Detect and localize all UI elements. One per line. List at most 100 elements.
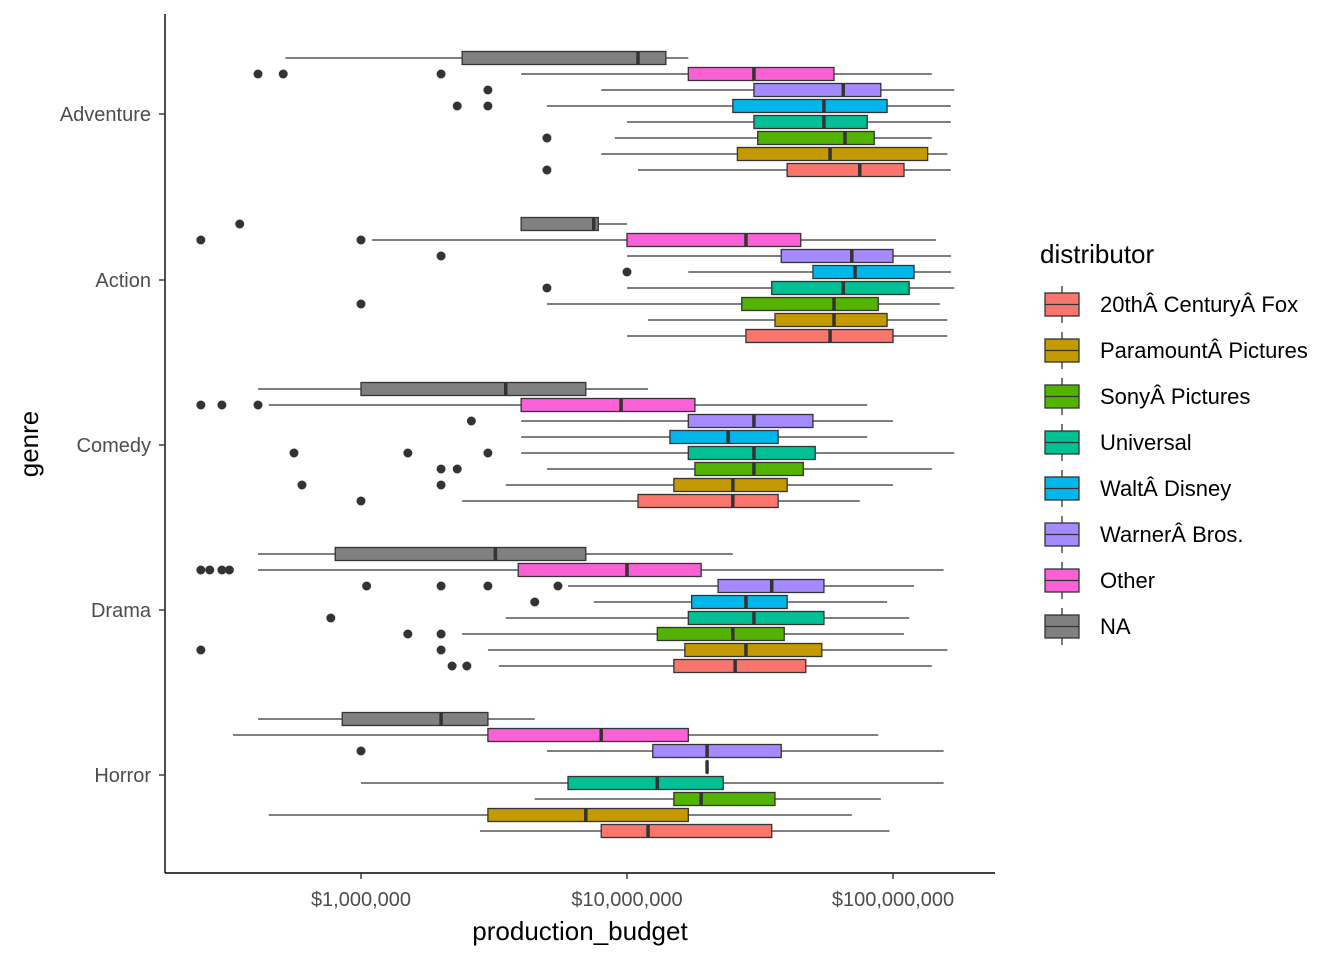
box-horror-universal — [361, 775, 944, 791]
outlier-point — [278, 69, 288, 79]
iqr-box — [487, 727, 689, 743]
box-action-paramount-pictures — [648, 312, 948, 328]
iqr-box — [757, 130, 875, 146]
outlier-point — [436, 480, 446, 490]
outlier-point — [542, 283, 552, 293]
y-tick-label-drama: Drama — [91, 600, 152, 622]
outlier-point — [436, 464, 446, 474]
legend-label: WaltÂ Disney — [1100, 476, 1231, 501]
iqr-box — [520, 397, 696, 413]
outlier-point — [483, 581, 493, 591]
legend-label: NA — [1100, 614, 1131, 639]
outlier-point — [196, 400, 206, 410]
box-adventure-na — [285, 50, 689, 66]
iqr-box — [736, 146, 929, 162]
y-tick-label-horror: Horror — [94, 765, 151, 787]
outlier-point — [356, 299, 366, 309]
outlier-point — [462, 661, 472, 671]
box-adventure-other — [253, 66, 932, 82]
outlier-point — [356, 235, 366, 245]
iqr-box — [334, 546, 587, 562]
iqr-box — [637, 493, 779, 509]
x-tick-label: $100,000,000 — [832, 889, 954, 911]
outlier-point — [253, 400, 263, 410]
outlier-point — [452, 464, 462, 474]
legend-item-paramount-pictures: ParamountÂ Pictures — [1044, 332, 1308, 369]
iqr-box — [652, 743, 782, 759]
iqr-box — [753, 114, 868, 130]
outlier-point — [403, 629, 413, 639]
iqr-box — [487, 807, 689, 823]
outlier-point — [326, 613, 336, 623]
outlier-point — [542, 165, 552, 175]
plot-area — [196, 50, 955, 839]
outlier-point — [530, 597, 540, 607]
box-adventure-sony-pictures — [542, 130, 932, 146]
box-drama-universal — [326, 610, 910, 626]
box-horror-warner-bros — [356, 743, 944, 759]
iqr-box — [360, 381, 587, 397]
legend-label: Universal — [1100, 430, 1192, 455]
box-horror-na — [258, 711, 535, 727]
legend-item-other: Other — [1044, 562, 1155, 599]
y-axis-title: genre — [14, 411, 44, 478]
box-adventure-20th-century-fox — [542, 162, 951, 178]
y-tick-label-adventure: Adventure — [60, 104, 151, 126]
legend-label: 20thÂ CenturyÂ Fox — [1100, 292, 1298, 317]
box-drama-walt-disney — [530, 594, 888, 610]
outlier-point — [447, 661, 457, 671]
legend-item-walt-disney: WaltÂ Disney — [1044, 470, 1231, 507]
outlier-point — [436, 645, 446, 655]
box-comedy-universal — [289, 445, 955, 461]
outlier-point — [297, 480, 307, 490]
iqr-box — [341, 711, 489, 727]
iqr-box — [687, 445, 816, 461]
outlier-point — [466, 416, 476, 426]
box-action-20th-century-fox — [627, 328, 948, 344]
iqr-box — [626, 232, 802, 248]
box-comedy-paramount-pictures — [297, 477, 893, 493]
iqr-box — [673, 791, 776, 807]
iqr-box — [694, 461, 804, 477]
iqr-box — [741, 296, 879, 312]
box-horror-sony-pictures — [534, 791, 881, 807]
outlier-point — [436, 69, 446, 79]
box-action-other — [196, 232, 936, 248]
outlier-point — [217, 400, 227, 410]
iqr-box — [690, 594, 788, 610]
box-action-walt-disney — [622, 264, 951, 280]
outlier-point — [205, 565, 215, 575]
iqr-box — [520, 216, 599, 232]
box-horror-20th-century-fox — [479, 823, 890, 839]
iqr-box — [673, 477, 788, 493]
iqr-box — [673, 658, 807, 674]
iqr-box — [745, 328, 894, 344]
x-axis-ticks: $1,000,000 $10,000,000 $100,000,000 — [311, 873, 954, 911]
box-adventure-paramount-pictures — [601, 146, 948, 162]
outlier-point — [235, 219, 245, 229]
iqr-box — [687, 413, 814, 429]
legend-item-20th-century-fox: 20thÂ CenturyÂ Fox — [1044, 286, 1298, 323]
outlier-point — [542, 133, 552, 143]
outlier-point — [356, 496, 366, 506]
x-tick-label: $10,000,000 — [571, 889, 682, 911]
box-drama-other — [196, 562, 944, 578]
iqr-box — [812, 264, 915, 280]
y-tick-label-comedy: Comedy — [77, 435, 151, 457]
box-horror-other — [232, 727, 879, 743]
box-horror-paramount-pictures — [268, 807, 852, 823]
iqr-box — [786, 162, 905, 178]
outlier-point — [483, 101, 493, 111]
box-comedy-na — [258, 381, 649, 397]
box-drama-sony-pictures — [403, 626, 905, 642]
iqr-box — [687, 610, 825, 626]
outlier-point — [224, 565, 234, 575]
legend-label: Other — [1100, 568, 1155, 593]
legend-item-universal: Universal — [1044, 424, 1192, 461]
legend-label: WarnerÂ Bros. — [1100, 522, 1243, 547]
box-action-universal — [542, 280, 955, 296]
iqr-box — [780, 248, 894, 264]
box-adventure-warner-bros — [483, 82, 955, 98]
y-tick-label-action: Action — [95, 270, 151, 292]
